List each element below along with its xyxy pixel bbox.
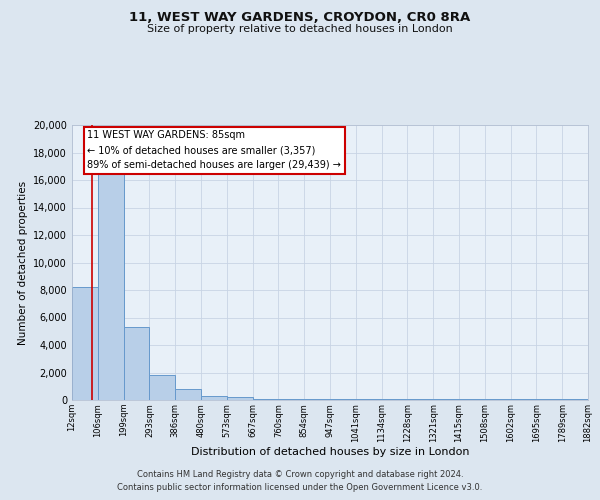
Bar <box>227 397 253 400</box>
Text: 11 WEST WAY GARDENS: 85sqm
← 10% of detached houses are smaller (3,357)
89% of s: 11 WEST WAY GARDENS: 85sqm ← 10% of deta… <box>88 130 341 170</box>
Y-axis label: Number of detached properties: Number of detached properties <box>18 180 28 344</box>
Bar <box>253 398 278 400</box>
Text: Size of property relative to detached houses in London: Size of property relative to detached ho… <box>147 24 453 34</box>
Bar <box>72 287 98 400</box>
X-axis label: Distribution of detached houses by size in London: Distribution of detached houses by size … <box>191 448 469 458</box>
Text: 11, WEST WAY GARDENS, CROYDON, CR0 8RA: 11, WEST WAY GARDENS, CROYDON, CR0 8RA <box>130 11 470 24</box>
Bar <box>149 375 175 400</box>
Bar <box>201 396 227 400</box>
Bar <box>98 173 124 400</box>
Bar <box>278 398 304 400</box>
Bar <box>124 327 149 400</box>
Bar <box>175 389 201 400</box>
Text: Contains HM Land Registry data © Crown copyright and database right 2024.: Contains HM Land Registry data © Crown c… <box>137 470 463 479</box>
Text: Contains public sector information licensed under the Open Government Licence v3: Contains public sector information licen… <box>118 483 482 492</box>
